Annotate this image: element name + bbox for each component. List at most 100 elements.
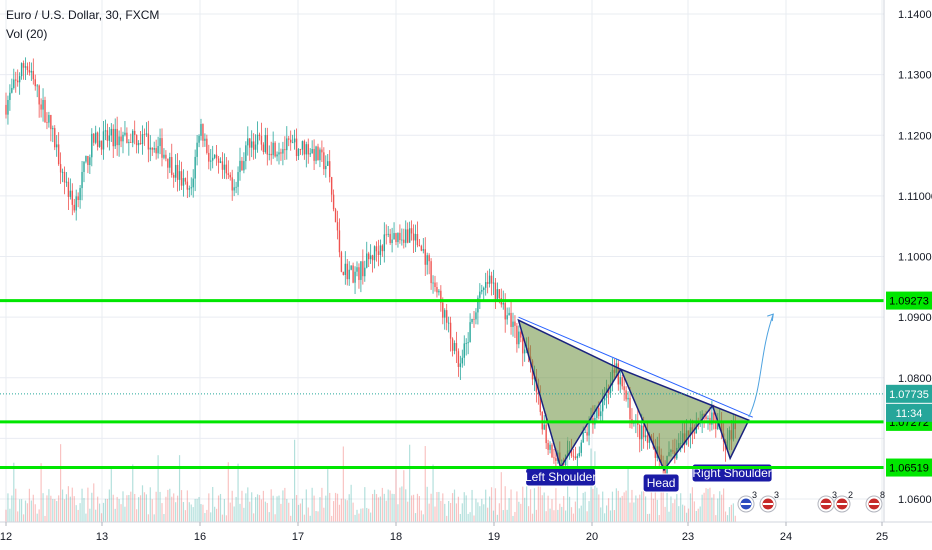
volume-bar xyxy=(418,496,420,522)
neckline xyxy=(518,316,753,418)
candle-body xyxy=(61,171,64,173)
candle-body xyxy=(291,142,294,144)
volume-bar xyxy=(17,511,19,522)
volume-bar xyxy=(255,497,257,522)
volume-bar xyxy=(28,488,30,522)
candle-body xyxy=(286,138,288,151)
event-badge-count: 3 xyxy=(752,490,757,500)
volume-bar xyxy=(268,512,270,522)
chart-symbol-title[interactable]: Euro / U.S. Dollar, 30, FXCM xyxy=(6,8,160,22)
volume-bar xyxy=(188,502,190,522)
candle-body xyxy=(479,291,481,298)
candle-body xyxy=(446,310,448,323)
candle-body xyxy=(153,148,155,150)
x-tick-label: 23 xyxy=(682,531,694,543)
countdown-tag-bg xyxy=(886,403,932,422)
volume-bar xyxy=(362,508,364,522)
candle-body xyxy=(477,297,479,313)
candle-body xyxy=(48,114,50,123)
candle-body xyxy=(389,233,391,244)
candle-body xyxy=(490,275,493,284)
projection-arrow xyxy=(748,313,774,418)
candle-body xyxy=(180,171,183,186)
volume-bar xyxy=(128,495,130,522)
volume-bar xyxy=(730,504,732,522)
candle-body xyxy=(73,204,75,211)
volume-bar xyxy=(516,491,518,522)
flag-stripe xyxy=(821,503,831,505)
candle-body xyxy=(570,450,573,456)
volume-bar xyxy=(52,499,54,522)
candle-body xyxy=(348,269,350,280)
volume-indicator-label[interactable]: Vol (20) xyxy=(6,27,48,41)
volume-bar xyxy=(643,476,645,522)
volume-bar xyxy=(436,492,438,522)
volume-bar xyxy=(492,510,495,522)
candle-body xyxy=(336,222,339,231)
candle-body xyxy=(147,133,150,150)
volume-bar xyxy=(379,496,381,522)
candle-body xyxy=(711,412,713,425)
volume-bar xyxy=(680,493,682,522)
volume-bar xyxy=(227,462,229,522)
volume-bar xyxy=(734,515,736,522)
volume-bar xyxy=(411,495,413,522)
candle-body xyxy=(252,141,255,150)
volume-bar xyxy=(22,514,25,522)
candle-body xyxy=(227,173,229,175)
y-tick-label: 1.08000 xyxy=(898,373,932,385)
candle-body xyxy=(465,343,467,345)
volume-bar xyxy=(354,514,356,522)
volume-bar xyxy=(582,492,584,522)
volume-bar xyxy=(100,513,103,522)
candle-body xyxy=(329,161,331,178)
volume-bar xyxy=(619,497,621,522)
volume-bar xyxy=(303,514,305,522)
volume-bar xyxy=(89,508,91,522)
volume-bar xyxy=(650,490,653,522)
candle-body xyxy=(112,128,114,147)
volume-bar xyxy=(393,494,395,522)
candle-body xyxy=(24,66,27,68)
candle-body xyxy=(50,114,52,130)
volume-bar xyxy=(338,504,341,522)
candle-body xyxy=(369,255,372,260)
candle-body xyxy=(440,290,442,303)
candle-body xyxy=(543,424,545,430)
y-tick-label: 1.13000 xyxy=(898,70,932,82)
volume-bar xyxy=(401,486,403,522)
candle-body xyxy=(178,171,181,180)
candle-body xyxy=(580,442,582,453)
volume-bar xyxy=(288,502,290,522)
candle-body xyxy=(707,417,709,419)
volume-bar xyxy=(321,487,323,522)
candle-body xyxy=(15,79,17,81)
volume-bar xyxy=(375,494,378,522)
volume-bar xyxy=(678,506,680,522)
candle-body xyxy=(576,455,579,459)
x-tick-label: 17 xyxy=(292,531,304,543)
candle-body xyxy=(161,138,163,158)
candle-body xyxy=(325,165,327,170)
volume-bar xyxy=(253,513,255,522)
candle-body xyxy=(625,390,627,400)
candle-body xyxy=(426,255,428,265)
volume-bar xyxy=(297,504,300,522)
volume-bar xyxy=(631,489,633,522)
candle-body xyxy=(42,100,44,110)
candle-body xyxy=(194,156,196,179)
candle-body xyxy=(254,144,257,150)
candle-body xyxy=(36,85,38,87)
candle-body xyxy=(40,104,42,110)
volume-bar xyxy=(615,488,617,522)
volume-bar xyxy=(426,486,428,522)
volume-bar xyxy=(48,489,50,522)
volume-bar xyxy=(652,498,654,522)
volume-bar xyxy=(157,455,159,522)
candle-body xyxy=(198,135,200,143)
candle-body xyxy=(301,141,304,150)
volume-bar xyxy=(292,498,294,522)
candle-body xyxy=(438,290,440,293)
